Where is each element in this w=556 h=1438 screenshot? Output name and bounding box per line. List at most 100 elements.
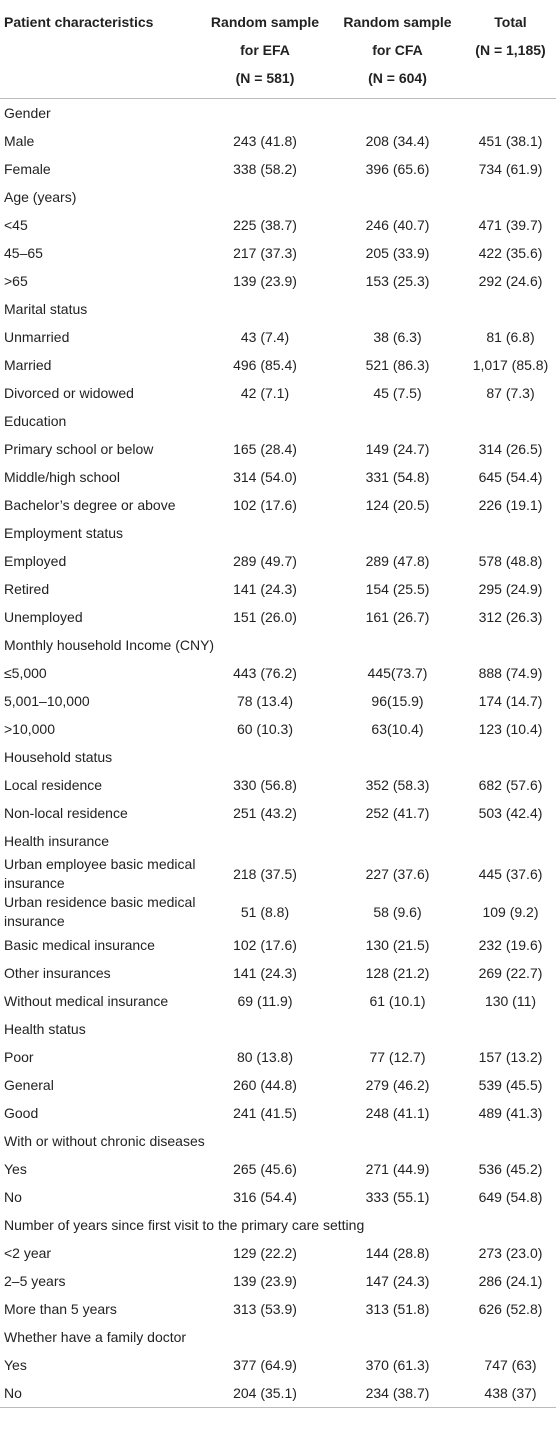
cell-value: 370 (61.3)	[365, 1356, 430, 1373]
cell-value: 251 (43.2)	[233, 804, 297, 821]
row-label: Basic medical insurance	[4, 936, 155, 953]
row-label: More than 5 years	[4, 1300, 117, 1317]
data-row: Middle/high school 314 (54.0) 331 (54.8) 64…	[0, 463, 556, 491]
header-line: (N = 1,185)	[475, 42, 546, 58]
section-row: Household status	[0, 743, 556, 771]
cell-value: 77 (12.7)	[369, 1048, 426, 1065]
row-label: 5,001–10,000	[4, 692, 90, 709]
section-label: Whether have a family doctor	[4, 1328, 187, 1345]
data-row: Local residence 330 (56.8) 352 (58.3) 682 (…	[0, 771, 556, 799]
data-row: >65 139 (23.9) 153 (25.3) 292 (24.6)	[0, 267, 556, 295]
cell-value: 269 (22.7)	[478, 964, 543, 981]
row-label: No	[4, 1188, 22, 1205]
row-label: >65	[4, 272, 28, 289]
data-row: <45 225 (38.7) 246 (40.7) 471 (39.7)	[0, 211, 556, 239]
cell-value: 234 (38.7)	[365, 1384, 430, 1401]
data-row: Unemployed 151 (26.0) 161 (26.7) 312 (26.3)	[0, 603, 556, 631]
row-label: <45	[4, 216, 28, 233]
cell-value: 330 (56.8)	[233, 776, 297, 793]
cell-value: 139 (23.9)	[233, 272, 297, 289]
cell-value: 649 (54.8)	[478, 1188, 543, 1205]
cell-value: 279 (46.2)	[365, 1076, 430, 1093]
header-cell: Random sample for EFA (N = 581)	[200, 0, 330, 99]
data-row: Bachelor’s degree or above 102 (17.6) 124 …	[0, 491, 556, 519]
section-row: Whether have a family doctor	[0, 1323, 556, 1351]
cell-value: 225 (38.7)	[233, 216, 297, 233]
cell-value: 316 (54.4)	[233, 1188, 297, 1205]
row-label: ≤5,000	[4, 664, 47, 681]
header-line: Random sample	[210, 14, 320, 30]
cell-value: 141 (24.3)	[233, 580, 297, 597]
row-label: Female	[4, 160, 51, 177]
section-row: Number of years since first visit to the…	[0, 1211, 556, 1239]
cell-value: 578 (48.8)	[478, 552, 543, 569]
cell-value: 157 (13.2)	[478, 1048, 543, 1065]
data-row: 45–65 217 (37.3) 205 (33.9) 422 (35.6)	[0, 239, 556, 267]
cell-value: 295 (24.9)	[478, 580, 543, 597]
cell-value: 243 (41.8)	[233, 132, 297, 149]
cell-value: 141 (24.3)	[233, 964, 297, 981]
data-row: Urban employee basic medical insurance 21…	[0, 855, 556, 893]
data-row: Non-local residence 251 (43.2) 252 (41.7) 5…	[0, 799, 556, 827]
cell-value: 747 (63)	[484, 1356, 537, 1373]
row-label: Non-local residence	[4, 804, 128, 821]
cell-value: 149 (24.7)	[365, 440, 430, 457]
cell-value: 87 (7.3)	[486, 384, 535, 401]
section-row: Gender	[0, 99, 556, 128]
cell-value: 130 (21.5)	[365, 936, 430, 953]
cell-value: 161 (26.7)	[365, 608, 430, 625]
cell-value: 241 (41.5)	[233, 1104, 297, 1121]
row-label: Employed	[4, 552, 67, 569]
cell-value: 130 (11)	[484, 992, 537, 1009]
cell-value: 682 (57.6)	[478, 776, 543, 793]
cell-value: 396 (65.6)	[365, 160, 430, 177]
row-label: Local residence	[4, 776, 103, 793]
cell-value: 63(10.4)	[371, 720, 424, 737]
data-row: Yes 265 (45.6) 271 (44.9) 536 (45.2)	[0, 1155, 556, 1183]
cell-value: 139 (23.9)	[233, 1272, 297, 1289]
cell-value: 314 (26.5)	[478, 440, 543, 457]
section-row: Education	[0, 407, 556, 435]
cell-value: 123 (10.4)	[478, 720, 543, 737]
cell-value: 292 (24.6)	[478, 272, 543, 289]
cell-value: 443 (76.2)	[233, 664, 297, 681]
cell-value: 260 (44.8)	[233, 1076, 297, 1093]
section-label: Marital status	[4, 300, 88, 317]
cell-value: 58 (9.6)	[373, 903, 422, 920]
data-row: Employed 289 (49.7) 289 (47.8) 578 (48.8)	[0, 547, 556, 575]
cell-value: 154 (25.5)	[365, 580, 430, 597]
row-label: Yes	[4, 1160, 27, 1177]
cell-value: 124 (20.5)	[365, 496, 430, 513]
data-row: Without medical insurance 69 (11.9) 61 (10…	[0, 987, 556, 1015]
cell-value: 289 (49.7)	[233, 552, 297, 569]
cell-value: 314 (54.0)	[233, 468, 297, 485]
cell-value: 226 (19.1)	[478, 496, 543, 513]
header-cell: Patient characteristics	[0, 0, 200, 99]
cell-value: 80 (13.8)	[236, 1048, 294, 1065]
section-row: Age (years)	[0, 183, 556, 211]
section-row: With or without chronic diseases	[0, 1127, 556, 1155]
row-label: 45–65	[4, 244, 43, 261]
row-label: General	[4, 1076, 54, 1093]
cell-value: 45 (7.5)	[373, 384, 422, 401]
cell-value: 205 (33.9)	[365, 244, 430, 261]
cell-value: 129 (22.2)	[233, 1244, 297, 1261]
cell-value: 151 (26.0)	[233, 608, 297, 625]
row-label: Good	[4, 1104, 39, 1121]
row-label: Bachelor’s degree or above	[4, 496, 176, 513]
cell-value: 81 (6.8)	[486, 328, 535, 345]
data-row: Male 243 (41.8) 208 (34.4) 451 (38.1)	[0, 127, 556, 155]
data-row: Yes 377 (64.9) 370 (61.3) 747 (63)	[0, 1351, 556, 1379]
row-label: Unemployed	[4, 608, 83, 625]
cell-value: 451 (38.1)	[478, 132, 543, 149]
header-line: (N = 581)	[235, 70, 295, 86]
data-row: Married 496 (85.4) 521 (86.3) 1,017 (85.8)	[0, 351, 556, 379]
data-row: Female 338 (58.2) 396 (65.6) 734 (61.9)	[0, 155, 556, 183]
row-label: Primary school or below	[4, 440, 154, 457]
cell-value: 246 (40.7)	[365, 216, 430, 233]
cell-value: 232 (19.6)	[478, 936, 543, 953]
cell-value: 153 (25.3)	[365, 272, 430, 289]
data-row: No 204 (35.1) 234 (38.7) 438 (37)	[0, 1379, 556, 1408]
section-label: Age (years)	[4, 188, 77, 205]
cell-value: 536 (45.2)	[478, 1160, 543, 1177]
